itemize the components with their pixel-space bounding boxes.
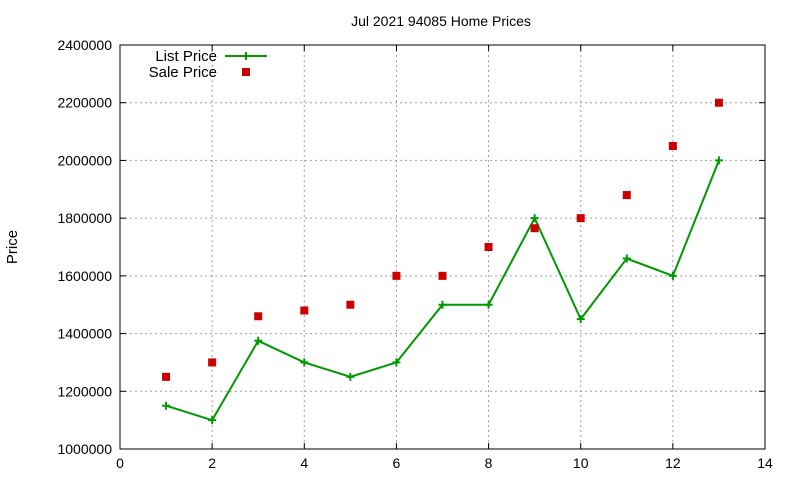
plot-frame [119,44,766,450]
legend-square-marker [242,68,250,76]
legend-label: List Price [155,48,217,65]
sale-price-point [300,306,309,315]
list-price-point [300,358,309,367]
list-price-point [576,315,585,324]
sale-price-point [484,243,493,251]
sale-price-point [622,191,631,200]
x-tick-label: 14 [757,455,773,471]
plot-series [162,98,723,425]
x-tick-label: 2 [208,455,216,471]
y-axis-label: Price [4,230,21,264]
y-tick-label: 1200000 [57,383,112,399]
y-tick-label: 1400000 [57,326,112,342]
sale-price-point [530,224,539,233]
list-price-point [392,358,401,367]
list-price-point [484,300,493,309]
y-tick-label: 1800000 [57,210,112,226]
x-tick-label: 12 [665,455,681,471]
list-price-line [165,160,720,422]
y-tick-label: 2200000 [57,95,112,111]
list-price-point [622,254,631,263]
x-tick-label: 8 [485,455,493,471]
grid-lines [120,45,765,449]
list-price-point [714,156,723,165]
y-tick-label: 2400000 [57,37,112,53]
x-tick-label: 10 [573,455,589,471]
series-list-price [162,156,723,425]
y-tick-label: 1000000 [57,441,112,457]
sale-price-point [576,214,585,223]
chart-title: Jul 2021 94085 Home Prices [351,13,531,29]
sale-price-point [162,372,171,381]
x-tick-label: 4 [300,455,308,471]
y-tick-label: 1600000 [57,268,112,284]
x-tick-label: 0 [116,455,124,471]
list-price-point [346,372,355,381]
series-sale-price [162,98,723,381]
list-price-point [668,271,677,280]
sale-price-point [346,300,355,309]
y-tick-label: 2000000 [57,152,112,168]
sale-price-point [254,312,263,321]
list-price-point [208,416,217,425]
x-tick-label: 6 [393,455,401,471]
axis-ticks: 0 2 4 6 8 10 12 14 1000000 1200000 1400000 1600000 1… [57,37,773,471]
legend-label: Sale Price [149,64,217,81]
list-price-point [530,214,539,223]
legend-plus-marker [242,52,250,60]
list-price-point [438,300,447,309]
sale-price-point [438,271,447,280]
sale-price-point [714,98,723,107]
sale-price-point [668,142,677,150]
list-price-point [254,336,263,345]
sale-price-point [392,271,401,280]
list-price-point [162,401,171,410]
sale-price-point [208,358,217,367]
